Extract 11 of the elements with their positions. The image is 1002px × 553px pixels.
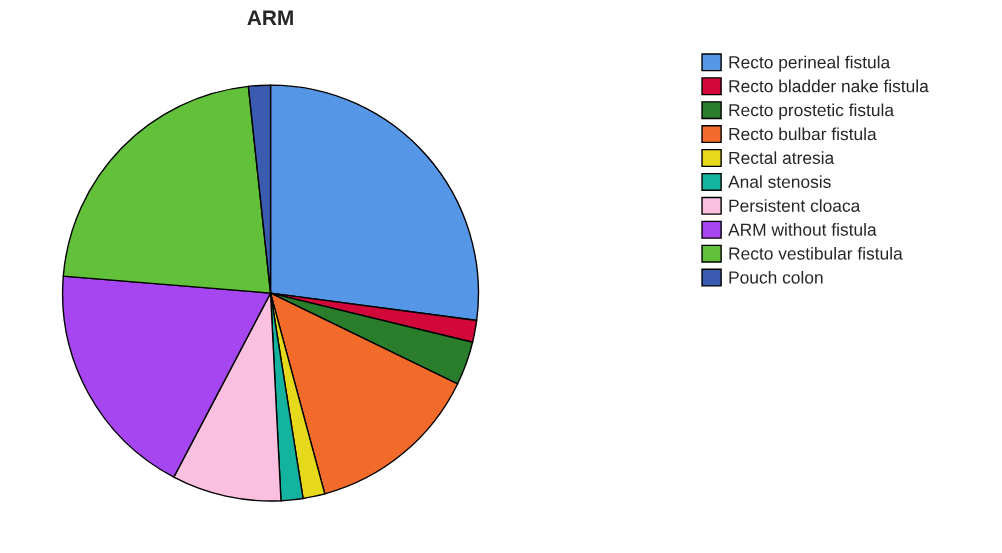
legend-label: Recto vestibular fistula — [729, 246, 903, 260]
legend-label: Rectal atresia — [729, 151, 835, 165]
legend-label: Pouch colon — [729, 270, 823, 284]
legend-label: Recto perineal fistula — [729, 55, 891, 72]
legend-label: Recto prostetic fistula — [729, 103, 895, 120]
legend-label: ARM without fistula — [728, 223, 877, 236]
legend-label: Persistent cloaca — [729, 199, 861, 212]
chart-title: ARM — [247, 10, 293, 25]
legend-label: Recto bulbar fistula — [729, 127, 877, 141]
legend-label: Recto bladder nake fistula — [729, 79, 929, 93]
legend-label: Anal stenosis — [728, 175, 831, 188]
